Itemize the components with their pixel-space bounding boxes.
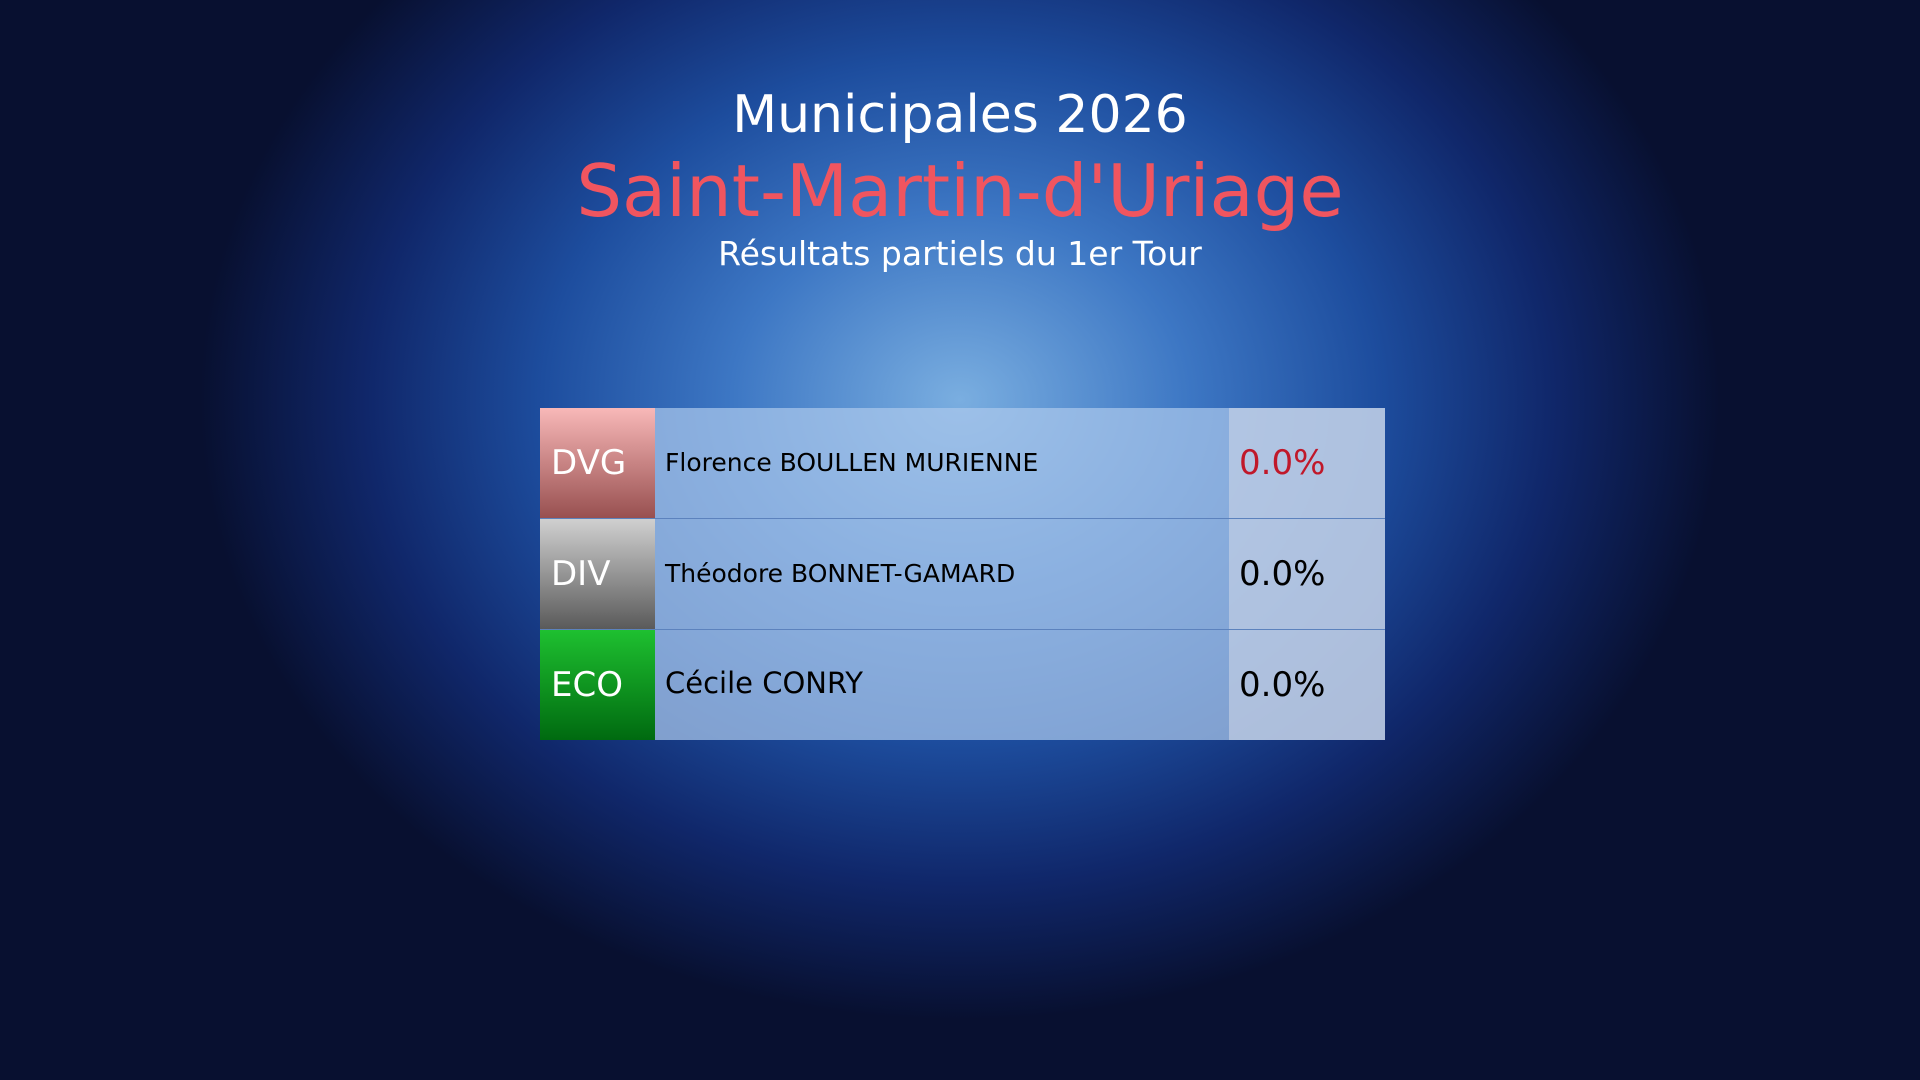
party-badge: DIV xyxy=(540,519,655,629)
candidate-name: Théodore BONNET-GAMARD xyxy=(655,519,1229,629)
candidate-percentage: 0.0% xyxy=(1229,630,1385,740)
commune-title: Saint-Martin-d'Uriage xyxy=(576,149,1344,233)
header: Municipales 2026 Saint-Martin-d'Uriage R… xyxy=(0,80,1920,276)
candidate-percentage: 0.0% xyxy=(1229,519,1385,629)
table-row: ECO Cécile CONRY 0.0% xyxy=(540,630,1385,740)
results-table: DVG Florence BOULLEN MURIENNE 0.0% DIV T… xyxy=(540,408,1385,740)
table-row: DIV Théodore BONNET-GAMARD 0.0% xyxy=(540,519,1385,630)
subtitle: Résultats partiels du 1er Tour xyxy=(718,234,1202,273)
party-badge: ECO xyxy=(540,630,655,740)
candidate-name: Florence BOULLEN MURIENNE xyxy=(655,408,1229,518)
party-badge: DVG xyxy=(540,408,655,518)
page-title: Municipales 2026 xyxy=(732,85,1188,145)
table-row: DVG Florence BOULLEN MURIENNE 0.0% xyxy=(540,408,1385,519)
candidate-name: Cécile CONRY xyxy=(655,630,1229,740)
candidate-percentage: 0.0% xyxy=(1229,408,1385,518)
